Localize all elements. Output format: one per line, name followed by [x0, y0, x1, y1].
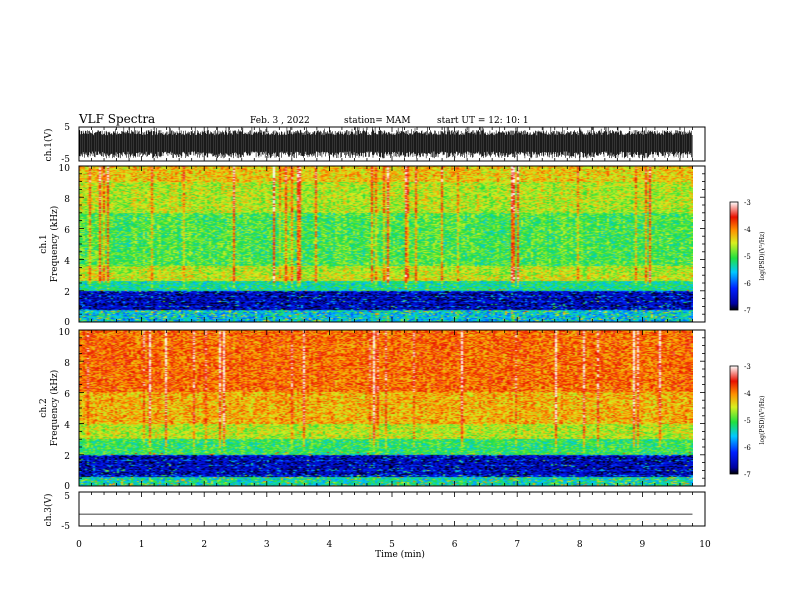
date-label: Feb. 3 , 2022	[250, 116, 310, 126]
time-axis-ticks	[78, 127, 706, 526]
cb1-tick-minus3: -3	[744, 199, 751, 207]
channel-2-colorbar-gradient	[729, 365, 739, 475]
cb1-tick-minus5: -5	[744, 253, 751, 261]
cb2-tick-minus7: -7	[744, 471, 751, 479]
cb1-tick-minus7: -7	[744, 307, 751, 315]
time-tick-label: 9	[640, 540, 646, 550]
station-label: station= MAM	[344, 116, 411, 126]
ch1-spectrogram-ylabel-line2: Frequency (kHz)	[49, 206, 60, 283]
ch2-freq-tick-10: 10	[59, 328, 71, 338]
ch2-freq-tick-0: 0	[64, 482, 70, 492]
time-tick-label: 1	[139, 540, 145, 550]
cb2-label: log(PSD)(V²/Hz)	[759, 396, 766, 445]
ch2-freq-tick-8: 8	[64, 359, 70, 369]
cb2-tick-minus3: -3	[744, 363, 751, 371]
cb2-tick-minus4: -4	[744, 390, 751, 398]
time-tick-label: 4	[327, 540, 333, 550]
cb1-label: log(PSD)(V²/Hz)	[759, 232, 766, 281]
channel-1-spectrogram-image	[79, 166, 693, 322]
channel-3-waveform-panel: 5 -5 ch.3(V)	[43, 491, 706, 532]
ch1-spectrogram-ylabel-line1: ch.1	[39, 234, 49, 253]
ch1-freq-tick-4: 4	[64, 257, 70, 267]
channel-2-spectrogram-image	[79, 330, 693, 486]
cb2-tick-minus6: -6	[744, 444, 751, 452]
time-tick-label: 8	[577, 540, 583, 550]
ch1-ytick-bottom: -5	[61, 155, 70, 165]
ch1-freq-tick-2: 2	[64, 288, 70, 298]
time-tick-label: 6	[452, 540, 458, 550]
channel-1-spectrogram-panel: ch.1 Frequency (kHz) 10 8 6 4 2 0	[39, 164, 706, 328]
channel-2-colorbar: -3 -4 -5 -6 -7 log(PSD)(V²/Hz)	[729, 363, 766, 479]
cb1-tick-minus4: -4	[744, 226, 751, 234]
ch1-freq-tick-10: 10	[59, 164, 71, 174]
ch1-freq-tick-8: 8	[64, 195, 70, 205]
time-tick-label: 10	[699, 540, 711, 550]
ch2-freq-tick-6: 6	[64, 390, 70, 400]
ch2-spectrogram-ylabel-line1: ch.2	[39, 398, 49, 417]
time-tick-label: 5	[389, 540, 395, 550]
ch3-ytick-top: 5	[64, 492, 70, 502]
ch2-spectrogram-ylabel-line2: Frequency (kHz)	[49, 370, 60, 447]
time-tick-label: 3	[264, 540, 270, 550]
channel-1-colorbar: -3 -4 -5 -6 -7 log(PSD)(V²/Hz)	[729, 199, 766, 315]
ch1-freq-tick-0: 0	[64, 318, 70, 328]
start-ut-label: start UT = 12: 10: 1	[437, 116, 529, 126]
cb1-tick-minus6: -6	[744, 280, 751, 288]
time-tick-label: 0	[76, 540, 82, 550]
cb2-tick-minus5: -5	[744, 417, 751, 425]
figure-title: VLF Spectra	[78, 112, 155, 126]
ch2-freq-tick-4: 4	[64, 421, 70, 431]
ch3-ytick-bottom: -5	[61, 522, 70, 532]
channel-2-spectrogram-panel: ch.2 Frequency (kHz) 10 8 6 4 2 0	[39, 328, 706, 492]
channel-1-waveform-panel: 5 -5 ch.1(V)	[43, 123, 706, 165]
ch3-waveform-ylabel: ch.3(V)	[43, 494, 54, 527]
time-tick-label: 7	[514, 540, 520, 550]
channel-1-colorbar-gradient	[729, 201, 739, 311]
ch1-ytick-top: 5	[64, 123, 70, 133]
time-axis-tick-labels: 0 1 2 3 4 5 6 7 8 9 10	[76, 540, 711, 550]
ch1-freq-tick-6: 6	[64, 226, 70, 236]
ch1-waveform-ylabel: ch.1(V)	[43, 129, 54, 162]
ch2-freq-tick-2: 2	[64, 452, 70, 462]
time-axis-label: Time (min)	[375, 549, 425, 560]
time-tick-label: 2	[201, 540, 207, 550]
